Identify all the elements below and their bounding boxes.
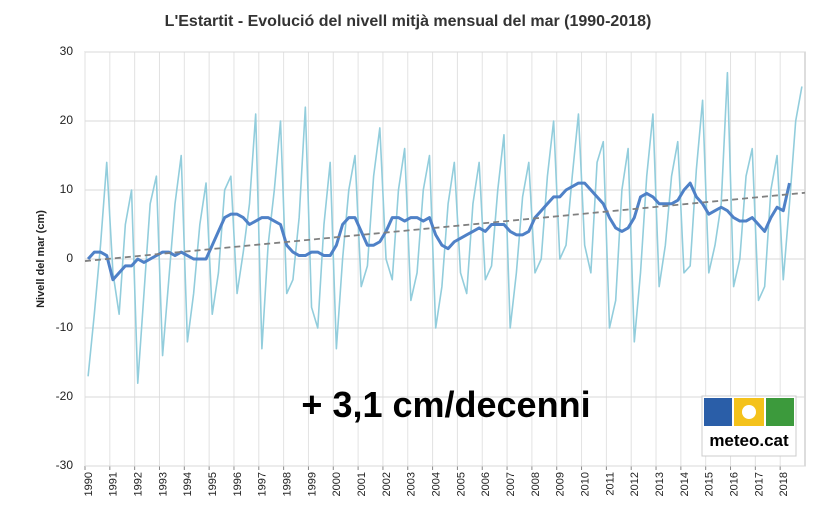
y-tick-label: -20 — [56, 389, 74, 403]
x-tick-label: 2006 — [480, 472, 492, 496]
y-axis-label: Nivell del mar (cm) — [35, 210, 47, 308]
x-tick-label: 2011 — [604, 472, 616, 496]
x-tick-label: 2016 — [728, 472, 740, 496]
x-tick-label: 1991 — [108, 472, 120, 496]
y-tick-label: -30 — [56, 458, 74, 472]
x-tick-label: 2010 — [579, 472, 591, 496]
x-tick-label: 1997 — [257, 472, 269, 496]
x-tick-label: 2003 — [406, 472, 418, 496]
x-tick-label: 1998 — [282, 472, 294, 496]
x-tick-label: 2017 — [753, 472, 765, 496]
x-tick-label: 1996 — [232, 472, 244, 496]
y-tick-label: -10 — [56, 320, 74, 334]
x-tick-label: 2008 — [530, 472, 542, 496]
logo-sun-icon — [742, 405, 756, 419]
x-tick-label: 2012 — [629, 472, 641, 496]
y-tick-label: 30 — [60, 44, 74, 58]
series-line — [86, 181, 791, 282]
x-tick-label: 2005 — [455, 472, 467, 496]
logo: meteo.cat — [701, 395, 797, 457]
x-tick-label: 2009 — [555, 472, 567, 496]
x-tick-label: 2013 — [654, 472, 666, 496]
x-tick-label: 2018 — [778, 472, 790, 496]
chart-title: L'Estartit - Evolució del nivell mitjà m… — [165, 13, 652, 30]
x-tick-label: 2001 — [356, 472, 368, 496]
logo-water — [704, 398, 732, 426]
x-tick-label: 1990 — [83, 472, 95, 496]
trend-line — [84, 191, 806, 262]
x-tick-label: 2015 — [704, 472, 716, 496]
y-tick-label: 10 — [60, 182, 74, 196]
trend-annotation: + 3,1 cm/decenni — [301, 384, 590, 425]
logo-cloud — [766, 398, 794, 426]
series-line — [87, 71, 803, 384]
x-tick-label: 1992 — [133, 472, 145, 496]
y-tick-label: 20 — [60, 113, 74, 127]
x-tick-label: 2000 — [331, 472, 343, 496]
logo-text: meteo.cat — [709, 431, 789, 450]
x-tick-label: 1999 — [306, 472, 318, 496]
x-tick-label: 2007 — [505, 472, 517, 496]
x-tick-label: 1994 — [182, 472, 194, 496]
x-tick-label: 2002 — [381, 472, 393, 496]
x-tick-label: 1993 — [157, 472, 169, 496]
plot-area: 1990 1991 1992 1993 1994 1995 1996 1997 1998 1999… — [56, 44, 806, 496]
y-tick-label: 0 — [66, 251, 73, 265]
x-tick-label: 1995 — [207, 472, 219, 496]
x-tick-label: 2014 — [679, 472, 691, 496]
x-tick-label: 2004 — [430, 472, 442, 496]
